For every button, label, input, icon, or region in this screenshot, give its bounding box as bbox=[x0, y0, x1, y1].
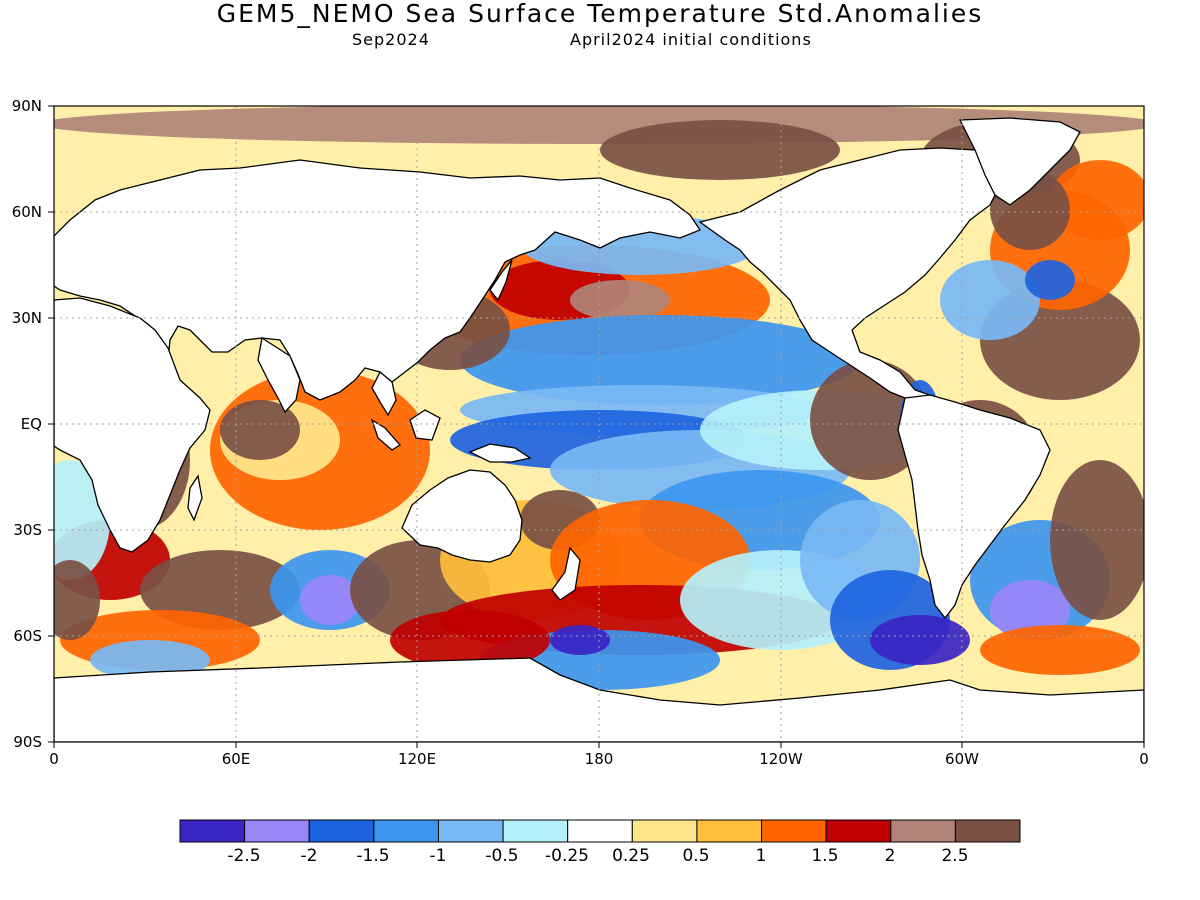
borneo bbox=[409, 409, 441, 441]
colorbar-swatch bbox=[502, 819, 569, 843]
anomaly-patch bbox=[220, 400, 300, 460]
lat-label-30n: 30N bbox=[11, 309, 42, 327]
anomaly-patch bbox=[940, 260, 1040, 340]
colorbar-swatch bbox=[954, 819, 1021, 843]
land-layer bbox=[54, 117, 1144, 742]
sumatra bbox=[370, 418, 401, 451]
anomaly-patch bbox=[600, 120, 840, 180]
japan bbox=[489, 259, 513, 302]
lon-label-180: 180 bbox=[584, 750, 614, 768]
lon-label-120e: 120E bbox=[397, 750, 437, 768]
colorbar-tick-label: 1 bbox=[755, 846, 767, 866]
colorbar-tick-label: -1 bbox=[429, 846, 447, 866]
anomaly-patch bbox=[1050, 160, 1144, 240]
lat-label-eq: EQ bbox=[20, 415, 42, 433]
colorbar-tick-label: 2 bbox=[884, 846, 896, 866]
anomaly-patch bbox=[980, 625, 1140, 675]
colorbar-swatch bbox=[825, 819, 892, 843]
graticule bbox=[54, 106, 1144, 742]
lat-label-30s: 30S bbox=[13, 521, 42, 539]
colorbar-tick-label: 0.25 bbox=[612, 846, 650, 866]
madagascar bbox=[187, 474, 203, 522]
colorbar-tick-label: -2 bbox=[300, 846, 318, 866]
africa-landmass bbox=[54, 297, 211, 553]
india-peninsula bbox=[257, 336, 301, 414]
colorbar-tick-label: -0.25 bbox=[545, 846, 589, 866]
lon-label-0: 0 bbox=[49, 750, 59, 768]
anomaly-patch bbox=[390, 610, 550, 670]
colorbar-swatch bbox=[890, 819, 956, 843]
lat-label-90s: 90S bbox=[13, 733, 42, 751]
lon-label-60w: 60W bbox=[945, 750, 979, 768]
lat-label-60s: 60S bbox=[13, 627, 42, 645]
lon-label-60e: 60E bbox=[221, 750, 251, 768]
colorbar-tick-label: 0.5 bbox=[682, 846, 710, 866]
colorbar-swatch bbox=[696, 819, 763, 843]
anomaly-patch bbox=[1025, 260, 1075, 300]
lat-label-60n: 60N bbox=[11, 203, 42, 221]
lon-label-0-east: 0 bbox=[1139, 750, 1149, 768]
colorbar-swatch bbox=[567, 819, 633, 843]
colorbar-tick-label: -2.5 bbox=[227, 846, 261, 866]
south-america-landmass bbox=[897, 394, 1051, 620]
anomaly-field-layer bbox=[54, 106, 1144, 690]
north-america-landmass bbox=[698, 147, 1001, 401]
greenland bbox=[958, 117, 1081, 206]
eurasia-landmass bbox=[54, 159, 701, 401]
anomaly-patch bbox=[870, 615, 970, 665]
colorbar-swatch bbox=[179, 819, 246, 843]
colorbar-swatch bbox=[244, 819, 310, 843]
colorbar-tick-label: -0.5 bbox=[485, 846, 519, 866]
australia-landmass bbox=[401, 469, 523, 563]
anomaly-patch bbox=[90, 640, 210, 680]
colorbar-swatch bbox=[308, 819, 375, 843]
colorbar-swatch bbox=[437, 819, 504, 843]
anomaly-patch bbox=[570, 280, 670, 320]
anomaly-patch bbox=[140, 550, 300, 630]
anomaly-patch bbox=[300, 575, 360, 625]
colorbar-swatch bbox=[761, 819, 827, 843]
lat-label-90n: 90N bbox=[11, 97, 42, 115]
colorbar-tick-label: -1.5 bbox=[356, 846, 390, 866]
anomaly-patch bbox=[550, 625, 610, 655]
new-zealand bbox=[551, 546, 581, 601]
anomaly-patch bbox=[1050, 460, 1144, 620]
map-title: GEM5_NEMO Sea Surface Temperature Std.An… bbox=[216, 0, 984, 28]
colorbar-tick-label: 2.5 bbox=[941, 846, 969, 866]
sst-anomaly-map bbox=[48, 105, 1145, 748]
lon-label-120w: 120W bbox=[759, 750, 803, 768]
anomaly-patch bbox=[990, 580, 1070, 640]
colorbar-tick-label: 1.5 bbox=[811, 846, 839, 866]
initial-conditions-label: April2024 initial conditions bbox=[570, 30, 812, 49]
new-guinea bbox=[468, 443, 532, 463]
colorbar-swatch bbox=[631, 819, 698, 843]
axis-ticks bbox=[48, 105, 1145, 748]
anomaly-patch bbox=[460, 315, 860, 405]
colorbar-swatch bbox=[373, 819, 439, 843]
forecast-month: Sep2024 bbox=[352, 30, 430, 49]
anomaly-patch bbox=[54, 560, 100, 640]
indochina bbox=[371, 370, 397, 417]
